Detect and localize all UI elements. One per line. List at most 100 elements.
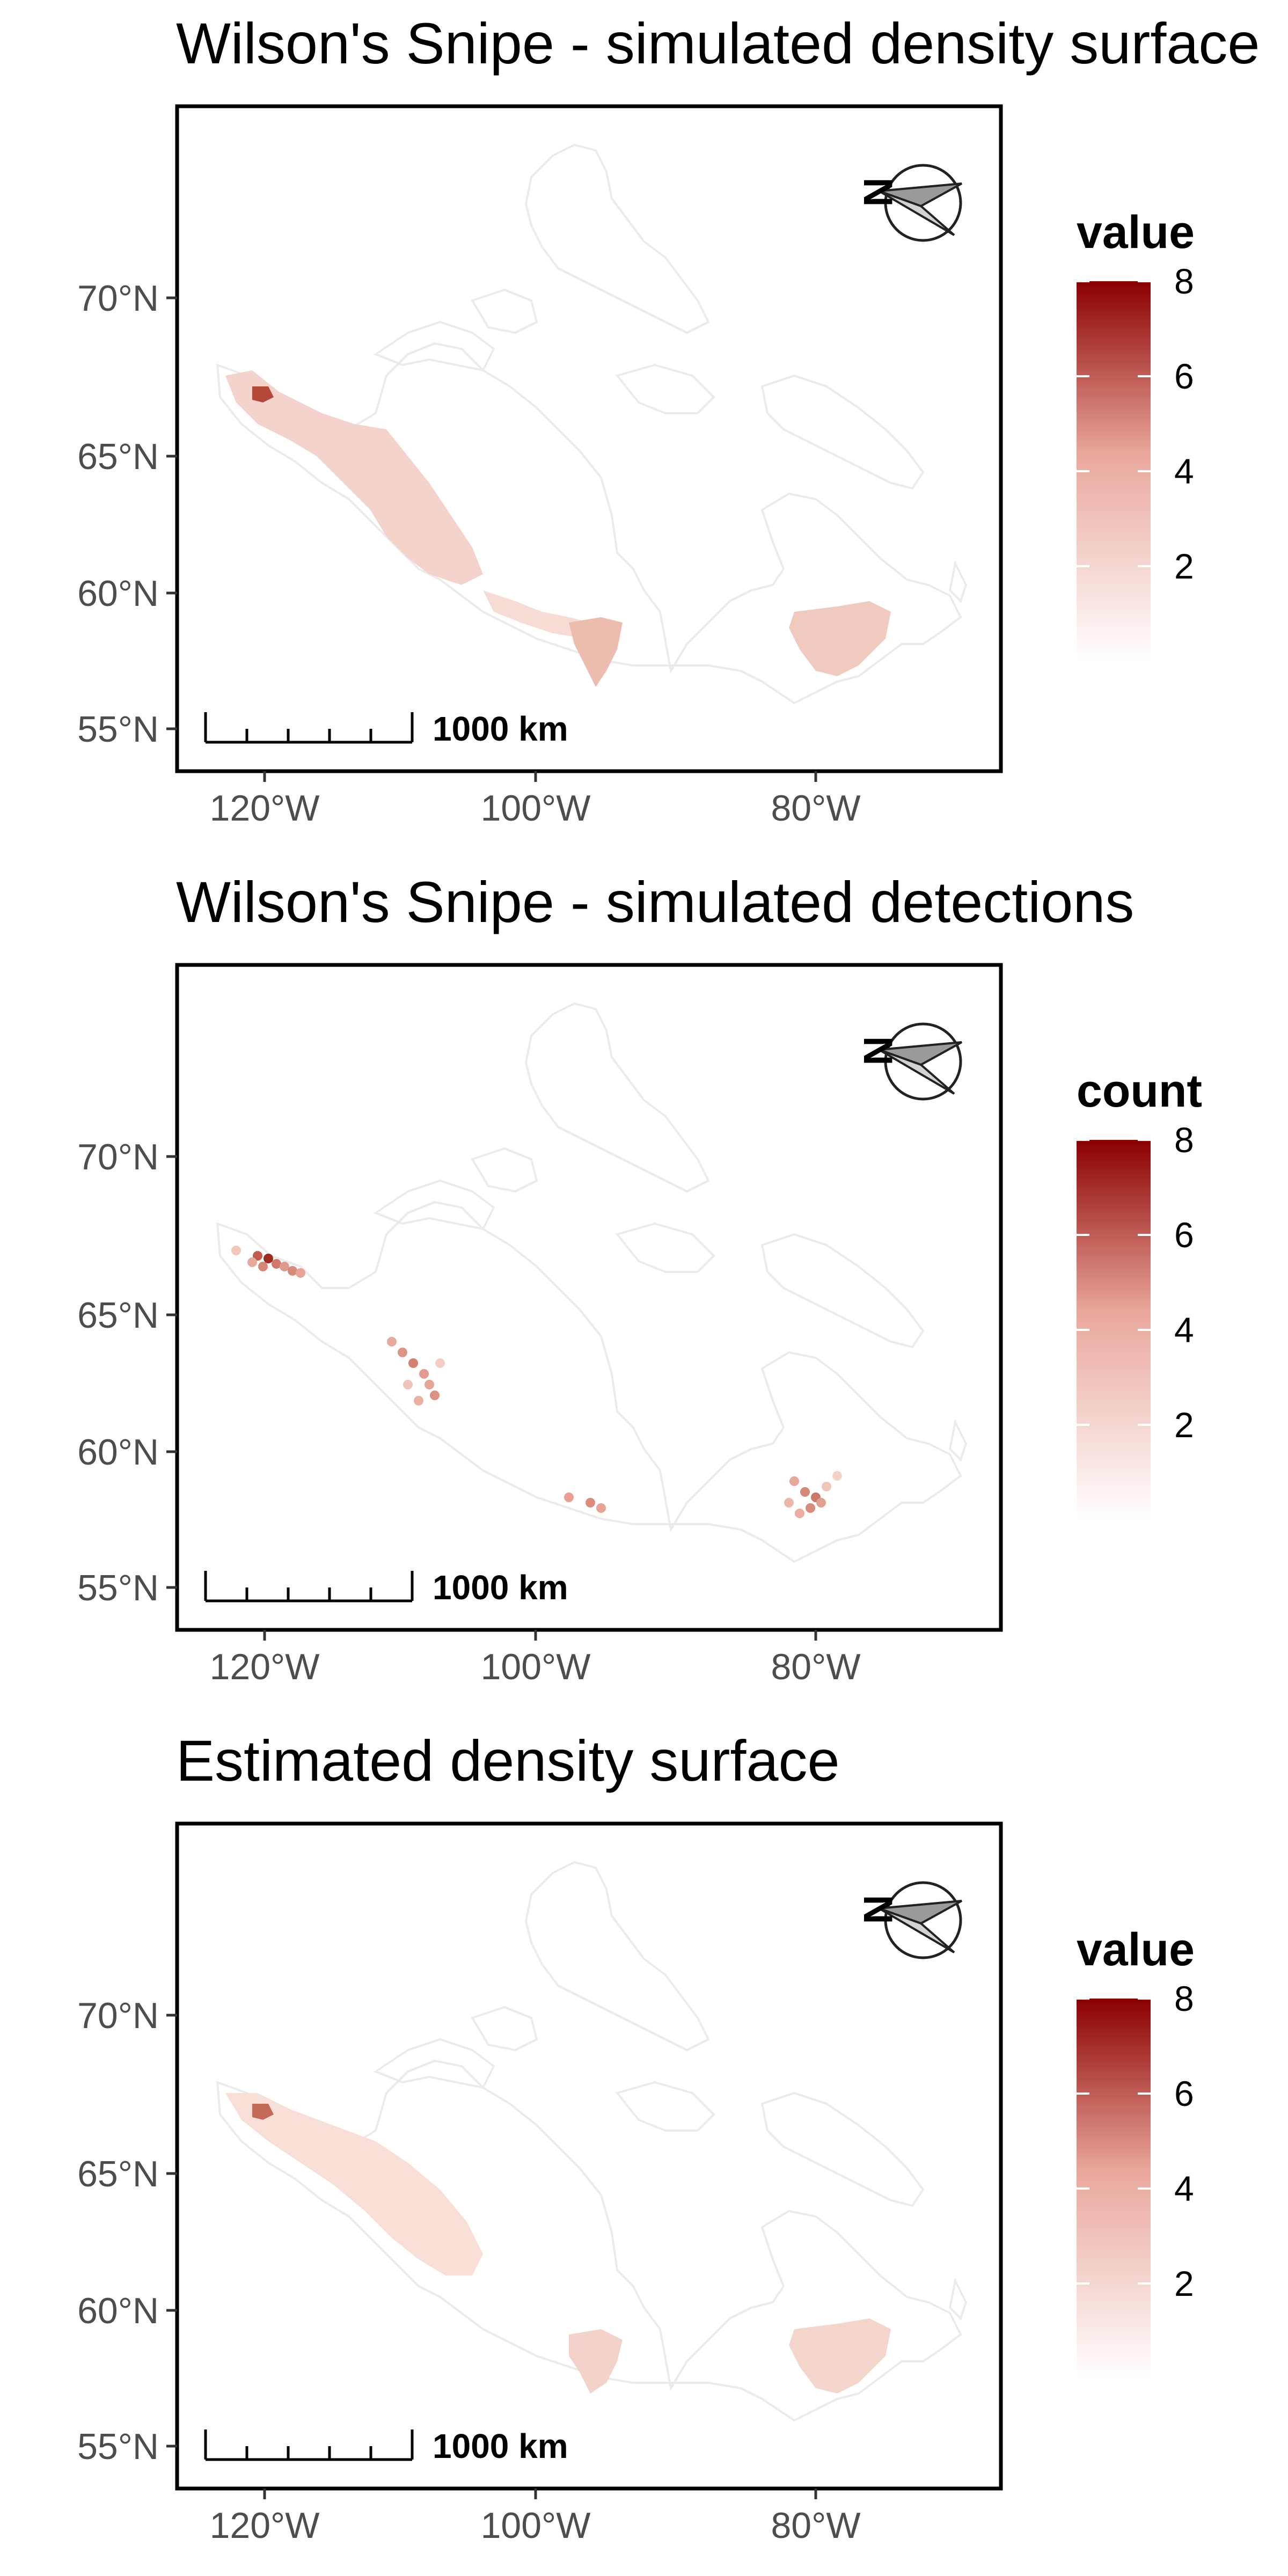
legend-tick-label: 8 [1174, 261, 1194, 301]
density-raster [225, 370, 891, 687]
x-tick-label: 100°W [481, 788, 591, 829]
detection-point [596, 1503, 606, 1513]
detection-point [789, 1476, 799, 1486]
scale-bar [204, 712, 414, 744]
legend-tick-label: 8 [1174, 1120, 1194, 1160]
y-tick-label: 55°N [77, 709, 159, 750]
north-arrow-label: N [855, 1036, 901, 1066]
legend-tick-label: 2 [1174, 2264, 1194, 2303]
land-polygon [948, 560, 968, 603]
detection-point [425, 1380, 434, 1389]
detection-point [387, 1337, 397, 1346]
legend-tick-label: 6 [1174, 356, 1194, 396]
detection-point [403, 1380, 413, 1389]
map-figure: 70°N 65°N 60°N 55°N 120°W 100°W 80°W 1000 km N 8 6… [77, 963, 1194, 1687]
detection-point [296, 1268, 305, 1278]
legend-tick-label: 4 [1174, 451, 1194, 491]
x-tick-label: 120°W [210, 1646, 320, 1687]
panel-title: Estimated density surface [176, 1728, 840, 1793]
land-polygon [615, 1222, 715, 1273]
north-arrow-icon: N [855, 1022, 962, 1101]
detection-point [822, 1482, 831, 1491]
density-cell [225, 370, 483, 585]
x-tick-label: 80°W [771, 788, 860, 829]
detection-point [258, 1262, 268, 1271]
scale-bar-label: 1000 km [433, 709, 568, 748]
detection-point [419, 1369, 429, 1379]
density-cell [225, 2093, 483, 2275]
map-panel-simulated-density: Wilson's Snipe - simulated density surfa… [0, 0, 1288, 859]
land-polygon [615, 2081, 715, 2132]
detection-point [288, 1266, 297, 1276]
x-tick-label: 100°W [481, 2505, 591, 2546]
legend-title: count [1077, 1065, 1203, 1117]
north-arrow-icon: N [855, 164, 962, 242]
legend-tick-label: 4 [1174, 1310, 1194, 1350]
detection-point [398, 1348, 407, 1357]
land-polygon [615, 363, 715, 414]
detection-point [231, 1246, 241, 1255]
y-tick-label: 70°N [77, 278, 159, 319]
scale-bar [204, 1571, 414, 1602]
detection-point [253, 1251, 262, 1261]
density-cell [569, 617, 623, 687]
detection-point [247, 1257, 257, 1267]
map-panel-simulated-detections: Wilson's Snipe - simulated detections co… [0, 859, 1288, 1717]
y-tick-label: 70°N [77, 1995, 159, 2036]
land-polygon [524, 143, 710, 334]
land-polygon [471, 1147, 538, 1193]
detection-point [564, 1492, 574, 1502]
north-arrow-label: N [855, 178, 901, 207]
x-tick-label: 120°W [210, 788, 320, 829]
map-frame [175, 104, 1003, 773]
legend-title: value [1077, 207, 1195, 258]
land-polygon [216, 342, 962, 705]
map-frame [175, 1821, 1003, 2491]
x-tick-label: 80°W [771, 1646, 860, 1687]
panel-title: Wilson's Snipe - simulated density surfa… [176, 11, 1260, 76]
land-polygon [760, 374, 925, 490]
detection-point [586, 1498, 595, 1507]
y-tick-label: 60°N [77, 1432, 159, 1473]
y-tick-label: 65°N [77, 2154, 159, 2194]
detection-point [806, 1503, 815, 1513]
panel-title: Wilson's Snipe - simulated detections [176, 869, 1135, 934]
detection-point [408, 1358, 418, 1368]
legend-tick-label: 2 [1174, 1405, 1194, 1445]
land-polygon [524, 1002, 710, 1193]
legend-tick-label: 6 [1174, 1215, 1194, 1255]
land-polygon [373, 2038, 495, 2089]
detection-point [816, 1498, 826, 1507]
land-polygon [948, 1418, 968, 1462]
y-tick-label: 55°N [77, 1568, 159, 1608]
north-arrow-lower [878, 1907, 955, 1953]
detection-points [231, 1246, 842, 1518]
land-polygon [216, 2059, 962, 2422]
north-arrow-lower [878, 1049, 955, 1095]
map-figure: 70°N 65°N 60°N 55°N 120°W 100°W 80°W 1000 km N 8 6… [77, 1821, 1194, 2546]
map-panel-estimated-density: Estimated density surface value 70°N 65°N… [0, 1717, 1288, 2576]
land-polygon [471, 288, 538, 334]
x-tick-label: 100°W [481, 1646, 591, 1687]
detection-point [784, 1498, 794, 1507]
land-polygon [760, 2091, 925, 2207]
y-tick-label: 55°N [77, 2426, 159, 2467]
map-frame [175, 963, 1003, 1632]
y-tick-label: 65°N [77, 436, 159, 477]
density-cell [789, 601, 891, 676]
legend-title: value [1077, 1924, 1195, 1975]
y-tick-label: 65°N [77, 1295, 159, 1336]
density-cell [252, 2104, 274, 2120]
land-polygon [524, 1861, 710, 2052]
detection-point [280, 1262, 289, 1271]
detection-point [795, 1509, 804, 1518]
north-arrow-lower [878, 190, 955, 236]
land-outline [216, 1002, 968, 1563]
north-arrow-label: N [855, 1895, 901, 1924]
density-raster [225, 2093, 891, 2394]
legend-tick-label: 6 [1174, 2074, 1194, 2113]
detection-point [264, 1254, 273, 1263]
y-tick-label: 60°N [77, 573, 159, 614]
legend-tick-label: 8 [1174, 1979, 1194, 2018]
detection-point [414, 1396, 423, 1406]
